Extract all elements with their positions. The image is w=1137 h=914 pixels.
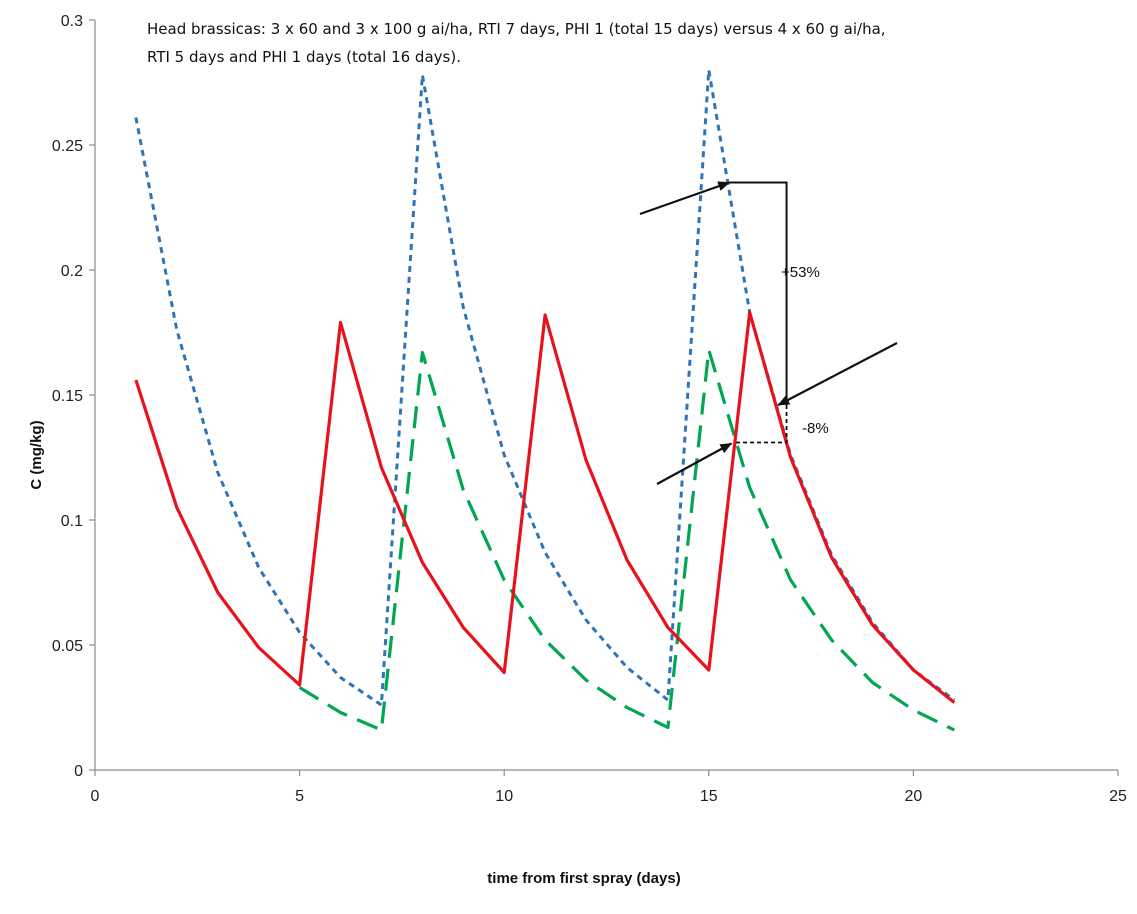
annotation-arrow-green — [656, 442, 733, 485]
annotation-arrow-red — [777, 342, 898, 406]
annotation-arrow-blue — [639, 181, 731, 216]
y-tick-label: 0.15 — [52, 388, 83, 405]
annotation-note-line-2: RTI 5 days and PHI 1 days (total 16 days… — [147, 48, 461, 66]
x-tick-label: 10 — [495, 788, 513, 805]
series-line-3 — [134, 310, 956, 704]
x-tick-label: 5 — [295, 788, 304, 805]
series-line-2 — [298, 348, 956, 732]
annotation-note-line-1: Head brassicas: 3 x 60 and 3 x 100 g ai/… — [147, 20, 886, 38]
annotation-bracket-solid — [729, 181, 788, 405]
x-tick-label: 15 — [700, 788, 718, 805]
y-tick-label: 0 — [74, 763, 83, 780]
y-tick-label: 0.05 — [52, 638, 83, 655]
plot-area: 0 0.05 0.1 0.15 0.2 0.25 0.3 0 5 10 15 20 25 — [52, 13, 1127, 805]
annotation-bracket-dashed — [733, 405, 788, 444]
x-tick-label: 25 — [1109, 788, 1127, 805]
y-tick-label: 0.1 — [61, 513, 83, 530]
x-tick-label: 0 — [91, 788, 100, 805]
y-axis-title: C (mg/kg) — [28, 420, 45, 489]
series-line-1 — [134, 68, 956, 707]
x-axis-title: time from first spray (days) — [487, 870, 680, 887]
y-tick-label: 0.2 — [61, 263, 83, 280]
y-tick-label: 0.3 — [61, 13, 83, 30]
annotation-minus-label: -8% — [802, 420, 829, 437]
y-tick-label: 0.25 — [52, 138, 83, 155]
annotation-plus-label: +53% — [781, 264, 820, 281]
x-tick-label: 20 — [905, 788, 923, 805]
annotation-layer: Head brassicas: 3 x 60 and 3 x 100 g ai/… — [147, 20, 898, 485]
